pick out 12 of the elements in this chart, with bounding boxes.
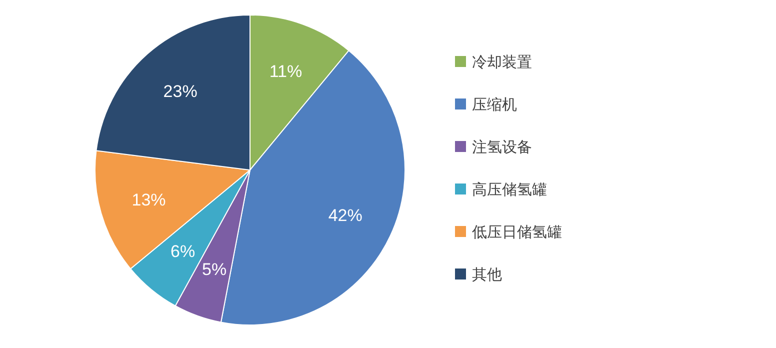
legend-label: 冷却装置	[472, 53, 532, 71]
data-label: 11%	[269, 62, 302, 81]
data-label: 42%	[328, 206, 362, 225]
data-label: 23%	[163, 82, 198, 101]
data-label: 5%	[202, 260, 227, 280]
legend-label: 注氢设备	[472, 138, 532, 156]
legend-label: 其他	[472, 266, 502, 284]
legend-label: 低压日储氢罐	[472, 223, 562, 241]
data-label: 13%	[132, 190, 166, 210]
legend-label: 压缩机	[472, 96, 517, 114]
legend-label: 高压储氢罐	[472, 180, 547, 198]
data-label: 6%	[170, 242, 196, 262]
